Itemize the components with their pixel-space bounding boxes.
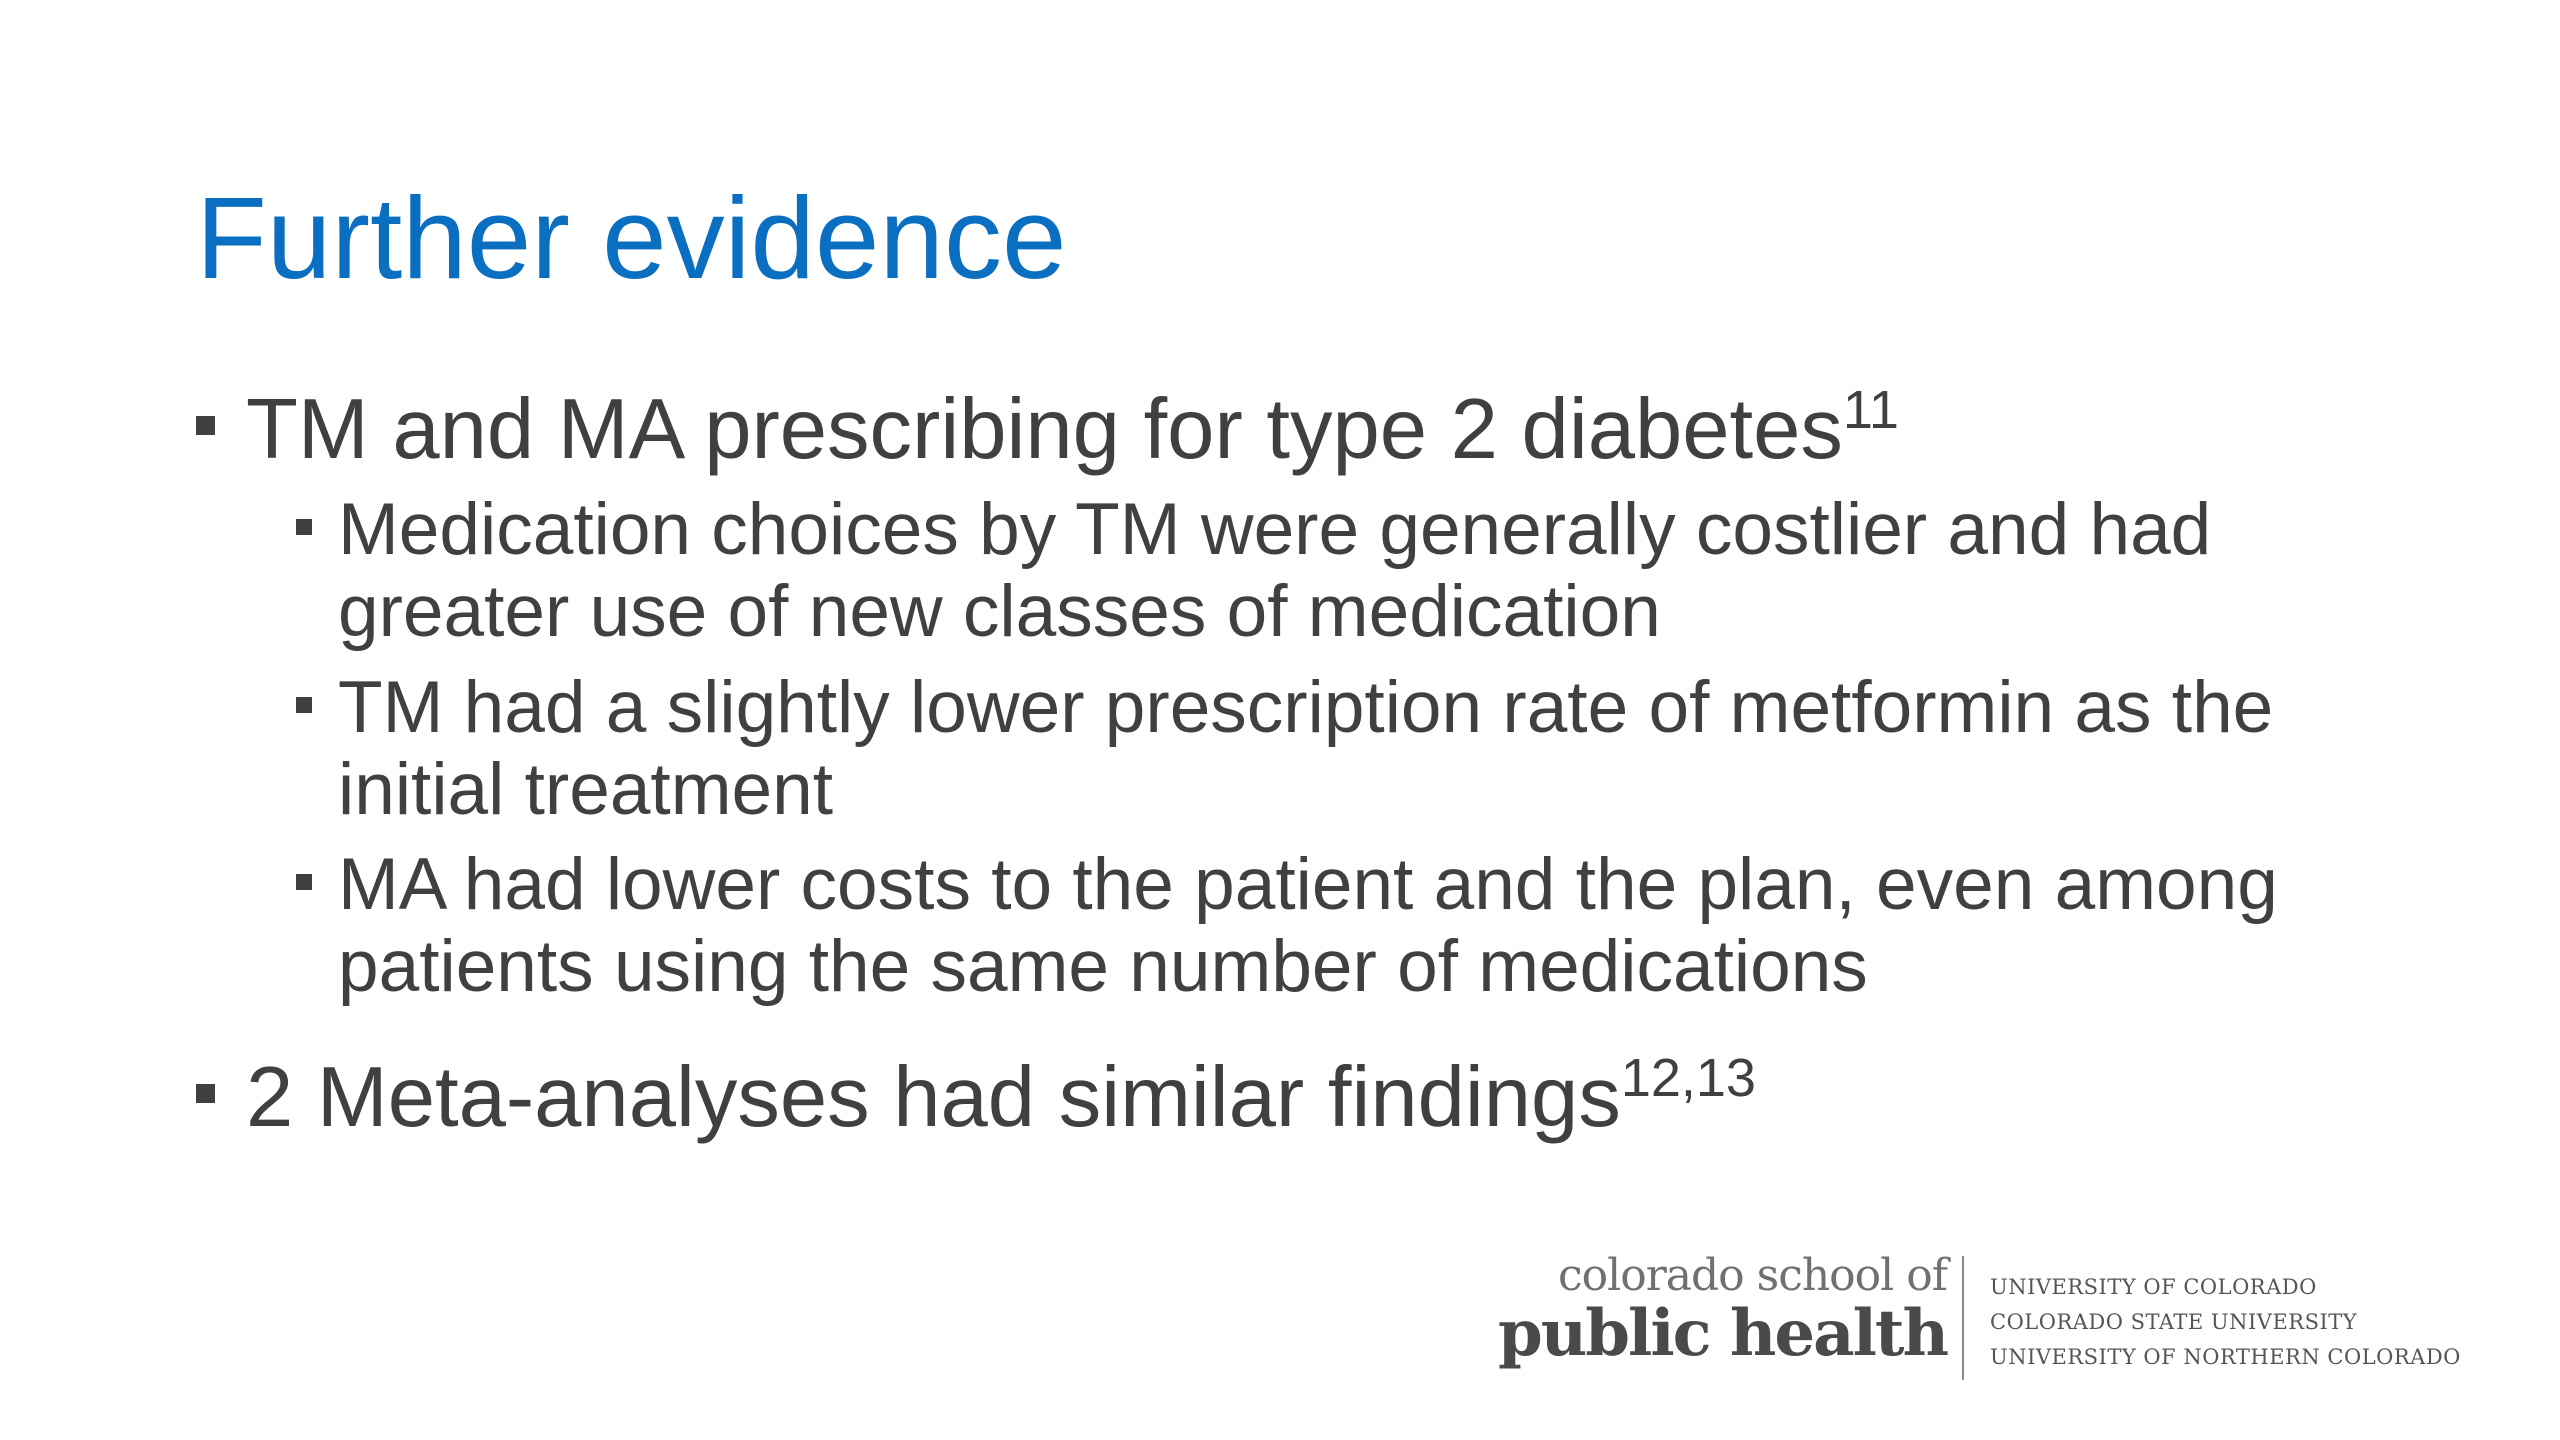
sub-bullet-metformin: TM had a slightly lower prescription rat… [296, 667, 2436, 831]
slide-title: Further evidence [196, 173, 1067, 303]
citation-superscript: 11 [1842, 380, 1899, 440]
square-bullet-icon [296, 519, 312, 536]
square-bullet-icon [296, 874, 312, 891]
sub-bullet-text: Medication choices by TM were generally … [338, 489, 2212, 653]
citation-superscript: 12,13 [1620, 1047, 1756, 1108]
square-bullet-icon [196, 416, 215, 435]
sub-bullet-text: TM had a slightly lower prescription rat… [338, 666, 2274, 830]
sub-bullet-list: Medication choices by TM were generally … [296, 489, 2436, 1008]
logo-affiliations: UNIVERSITY OF COLORADO COLORADO STATE UN… [1990, 1270, 2461, 1375]
logo-divider [1962, 1256, 1964, 1380]
affiliation-unc: UNIVERSITY OF NORTHERN COLORADO [1990, 1345, 2461, 1369]
square-bullet-icon [196, 1083, 215, 1103]
bullet-meta-analyses: 2 Meta-analyses had similar findings12,1… [196, 1048, 2436, 1147]
sub-bullet-text: MA had lower costs to the patient and th… [338, 844, 2278, 1008]
bullet-text: 2 Meta-analyses had similar findings [246, 1049, 1621, 1145]
school-logo: colorado school of public health UNIVERS… [1472, 1250, 2512, 1390]
sub-bullet-lower-costs: MA had lower costs to the patient and th… [296, 844, 2436, 1008]
sub-bullet-costlier: Medication choices by TM were generally … [296, 489, 2436, 653]
logo-line-school: colorado school of [1558, 1250, 1948, 1301]
logo-wordmark: colorado school of public health [1497, 1250, 1949, 1372]
bullet-text: TM and MA prescribing for type 2 diabete… [246, 382, 1843, 477]
square-bullet-icon [296, 696, 312, 713]
slide-content: TM and MA prescribing for type 2 diabete… [196, 380, 2436, 1147]
affiliation-csu: COLORADO STATE UNIVERSITY [1990, 1310, 2358, 1334]
logo-line-public-health: public health [1497, 1296, 1949, 1372]
bullet-prescribing: TM and MA prescribing for type 2 diabete… [196, 380, 2436, 479]
affiliation-cu: UNIVERSITY OF COLORADO [1990, 1275, 2317, 1299]
